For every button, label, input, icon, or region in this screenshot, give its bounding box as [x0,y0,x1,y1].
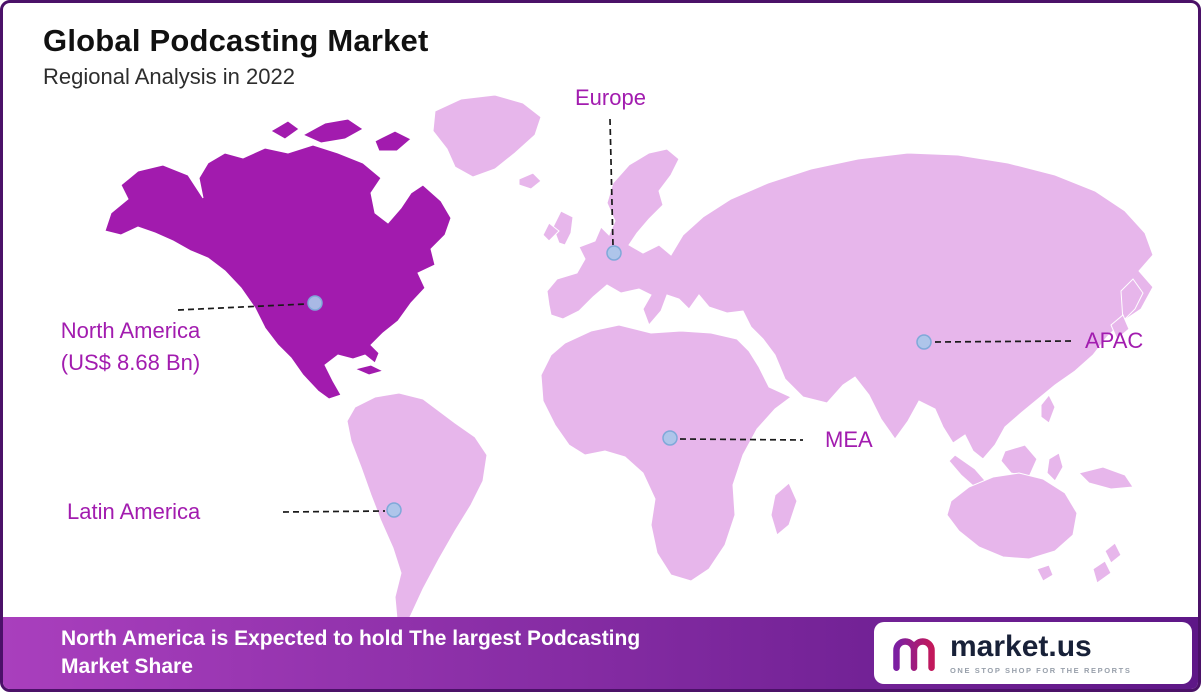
borneo-shape [1000,444,1038,478]
cuba-shape [353,364,385,376]
page-title: Global Podcasting Market [43,23,429,58]
header: Global Podcasting Market Regional Analys… [43,23,429,90]
arctic-island-1-shape [301,118,364,144]
iceland-shape [518,172,542,190]
sulawesi-shape [1046,452,1064,482]
region-label-europe: Europe [575,85,646,110]
japan-shapes [1110,278,1144,340]
north-america-shape [104,144,452,400]
madagascar-shape [770,482,798,536]
australia-shape [946,472,1078,560]
south-america-shape [346,392,488,628]
logo-tagline: ONE STOP SHOP FOR THE REPORTS [950,665,1132,675]
arctic-island-2-shape [374,130,412,152]
eurasia-shape [546,148,1154,460]
marketus-logo-icon [893,638,935,672]
region-label-latin-america: Latin America [67,499,201,524]
japan-south-shape [1110,314,1130,340]
logo-text: market.us ONE STOP SHOP FOR THE REPORTS [950,629,1132,675]
light-regions [346,94,1154,628]
latin-america-leader-line [282,510,386,513]
europe-leader-line [609,118,614,247]
leader-lines [177,118,1072,513]
north-america-marker [307,295,323,311]
logo-name: market.us [950,629,1092,663]
region-markers [307,245,932,518]
africa-shape [540,324,792,582]
region-label-north-america: North America (US$ 8.68 Bn) [28,315,233,379]
logo-card: market.us ONE STOP SHOP FOR THE REPORTS [874,622,1192,684]
apac-marker [916,334,932,350]
region-label-north-america-value: (US$ 8.68 Bn) [60,350,201,375]
new-zealand-north-shape [1104,542,1122,564]
mea-leader-line [679,438,804,441]
banner-headline: North America is Expected to hold The la… [3,625,640,680]
world-map [104,94,1154,628]
banner-line-2: Market Share [61,655,193,678]
apac-leader-line [934,340,1072,343]
north-america-leader-line [177,303,307,311]
europe-marker [606,245,622,261]
arctic-island-3-shape [270,120,300,140]
region-label-north-america-name: North America [60,318,201,343]
latin-america-marker [386,502,402,518]
greenland-shape [432,94,542,178]
region-label-mea: MEA [825,427,873,452]
page-subtitle: Regional Analysis in 2022 [43,64,295,89]
mea-marker [662,430,678,446]
banner-line-1: North America is Expected to hold The la… [61,627,641,651]
bottom-banner: North America is Expected to hold The la… [3,617,1198,689]
philippines-shape [1040,394,1056,424]
tasmania-shape [1036,564,1054,582]
region-label-apac: APAC [1085,328,1144,353]
highlight-regions [104,118,452,400]
new-guinea-shape [1078,466,1134,490]
ireland-shape [542,222,560,242]
new-zealand-south-shape [1092,560,1112,584]
